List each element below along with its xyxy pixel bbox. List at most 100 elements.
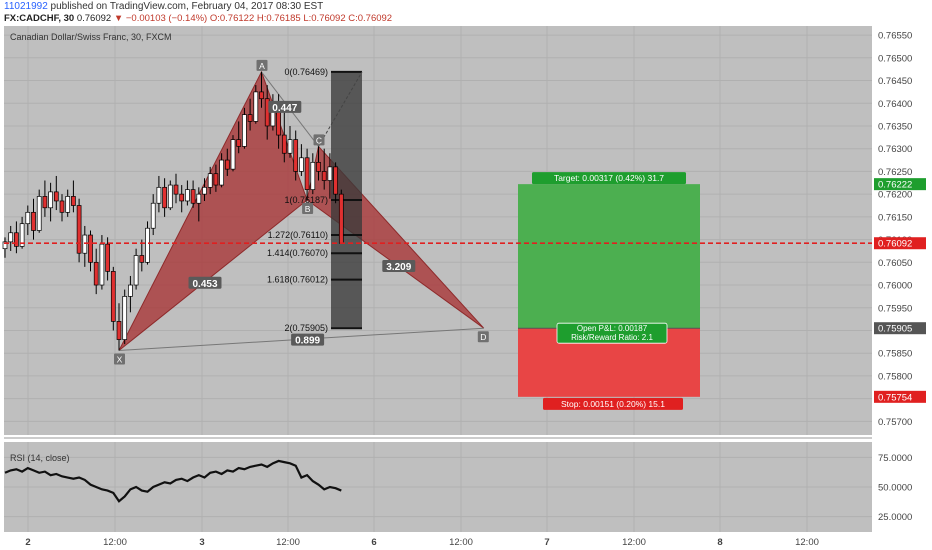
candle <box>281 134 287 154</box>
y-tick-label: 0.76000 <box>878 281 912 292</box>
y-tick-label: 0.75800 <box>878 371 912 382</box>
candle <box>42 196 48 209</box>
candle <box>179 193 185 202</box>
price-marker-label: 0.76222 <box>878 180 912 191</box>
rsi-tick-label: 75.0000 <box>878 453 912 464</box>
candle <box>156 186 162 204</box>
ratio-label: 0.447 <box>272 103 297 114</box>
candle <box>150 202 156 229</box>
fib-level-label: 1.618(0.76012) <box>267 275 328 285</box>
candle <box>105 243 110 272</box>
candle <box>76 205 82 254</box>
price-change: ▼ −0.00103 (−0.14%) <box>113 13 208 24</box>
candle <box>321 171 327 181</box>
y-tick-label: 0.76300 <box>878 144 912 155</box>
candle <box>59 200 65 213</box>
x-tick-label: 12:00 <box>795 537 819 548</box>
y-tick-label: 0.76500 <box>878 53 912 64</box>
y-tick-label: 0.76350 <box>878 121 912 132</box>
price-marker-bg <box>874 237 926 250</box>
publish-line: 11021992 published on TradingView.com, F… <box>4 1 323 12</box>
candle <box>53 191 59 202</box>
rsi-title: RSI (14, close) <box>10 453 70 463</box>
candle <box>304 157 310 190</box>
target-label: Target: 0.00317 (0.42%) 31.7 <box>554 173 664 183</box>
rsi-line <box>4 459 342 503</box>
candle <box>196 193 202 204</box>
point-badge-bg <box>302 203 314 215</box>
pnl-box <box>556 322 668 344</box>
candle <box>93 261 99 286</box>
candle <box>259 91 264 100</box>
candle <box>48 191 53 209</box>
candle <box>185 189 190 202</box>
ratio-badge-bg <box>268 100 302 113</box>
y-tick-label: 0.76400 <box>878 99 912 110</box>
candle <box>36 196 42 231</box>
y-tick-label: 0.76150 <box>878 212 912 223</box>
ratio-badge-bg <box>188 276 222 289</box>
candle <box>145 227 150 263</box>
x-tick-label: 12:00 <box>449 537 473 548</box>
stop-label-bg <box>543 397 683 410</box>
candle <box>19 223 25 247</box>
user-id[interactable]: 11021992 <box>4 1 48 12</box>
candle <box>139 255 145 263</box>
candle <box>133 255 139 286</box>
y-tick-label: 0.76550 <box>878 31 912 42</box>
candle <box>116 321 122 340</box>
pattern-point-d: D <box>480 332 486 342</box>
candle <box>110 271 116 322</box>
candle <box>128 284 133 297</box>
ratio-label: 3.209 <box>386 262 411 273</box>
point-badge-bg <box>477 331 489 343</box>
candle <box>338 193 344 244</box>
ratio-label: 0.453 <box>192 279 217 290</box>
fib-level-label: 1.414(0.76070) <box>267 248 328 258</box>
ratio-label: 0.899 <box>295 336 320 347</box>
candle <box>82 234 88 254</box>
candle <box>71 196 76 206</box>
candle <box>287 139 293 154</box>
x-tick-label: 12:00 <box>276 537 300 548</box>
ohlc-values: O:0.76122 H:0.76185 L:0.76092 C:0.76092 <box>209 13 393 24</box>
candle <box>8 232 14 243</box>
candle <box>65 196 71 213</box>
target-zone <box>518 184 700 329</box>
candle <box>253 91 259 122</box>
pattern-point-x: X <box>117 354 123 364</box>
candle <box>224 159 230 170</box>
price-axis-background <box>872 26 932 532</box>
candle <box>299 157 304 172</box>
candle <box>247 114 253 122</box>
candle <box>310 161 316 190</box>
candle <box>2 241 8 250</box>
y-tick-label: 0.76050 <box>878 258 912 269</box>
publish-text: published on TradingView.com, February 0… <box>50 1 324 12</box>
candle <box>207 173 213 188</box>
candle <box>31 211 36 231</box>
candle <box>316 161 321 172</box>
rsi-tick-label: 50.0000 <box>878 483 912 494</box>
candle <box>327 166 333 181</box>
candle <box>88 234 93 263</box>
candle <box>162 186 167 209</box>
fib-level-label: 1.272(0.76110) <box>268 230 328 240</box>
y-tick-label: 0.76250 <box>878 167 912 178</box>
risk-reward-label: Risk/Reward Ratio: 2.1 <box>571 333 653 342</box>
y-tick-label: 0.76450 <box>878 76 912 87</box>
x-tick-label: 2 <box>25 537 30 548</box>
candle <box>122 296 128 340</box>
fib-level-label: 1(0.76187) <box>284 195 328 205</box>
point-badge-bg <box>313 134 325 146</box>
price-marker-label: 0.76092 <box>878 239 912 250</box>
candle <box>333 166 338 195</box>
candle <box>167 184 173 209</box>
price-marker-bg <box>874 178 926 191</box>
x-tick-label: 12:00 <box>622 537 646 548</box>
y-tick-label: 0.76200 <box>878 190 912 201</box>
open-pnl-label: Open P&L: 0.00187 <box>577 324 648 333</box>
price-marker-label: 0.75905 <box>878 324 912 335</box>
candle <box>202 186 207 195</box>
